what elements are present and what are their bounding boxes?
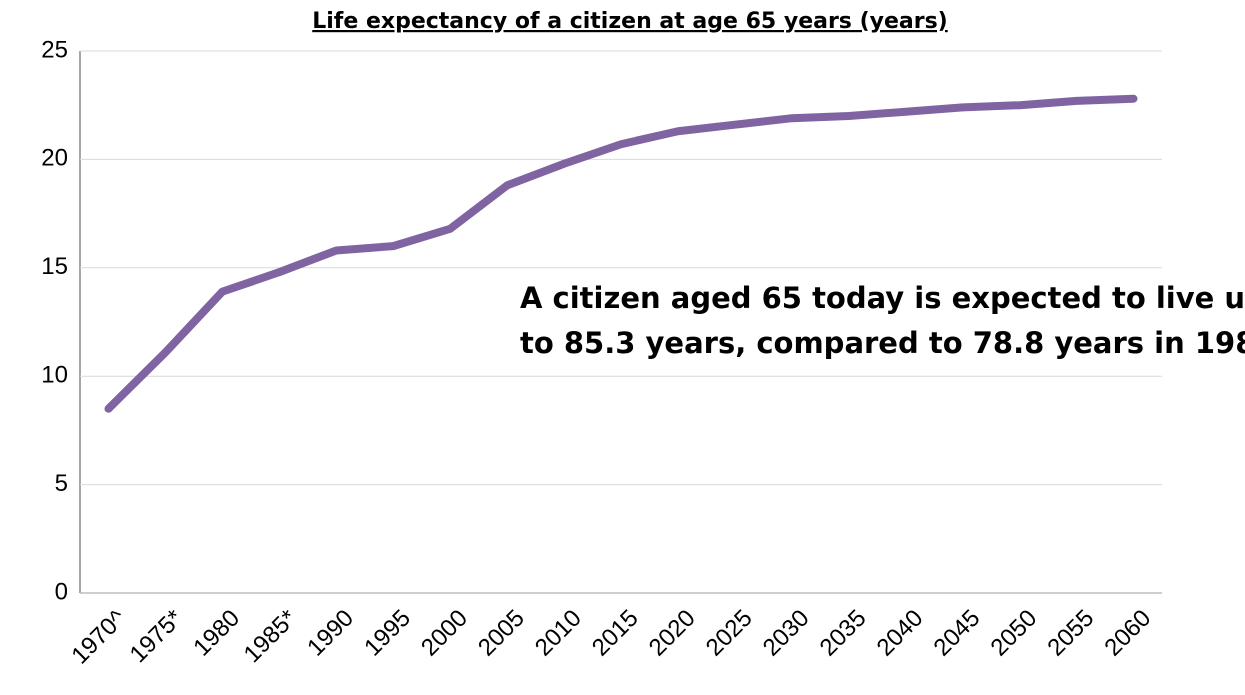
x-tick-label: 2040 <box>872 605 929 662</box>
x-tick-label: 2005 <box>473 605 530 662</box>
annotation: to 85.3 years, compared to 78.8 years in… <box>520 326 1245 360</box>
y-tick-label: 15 <box>41 253 68 280</box>
y-tick-label: 25 <box>41 36 68 63</box>
x-tick-label: 2030 <box>758 605 815 662</box>
x-tick-label: 2035 <box>815 605 872 662</box>
chart-title: Life expectancy of a citizen at age 65 y… <box>312 9 947 34</box>
x-tick-label: 2020 <box>644 605 701 662</box>
x-tick-label: 2000 <box>416 605 473 662</box>
y-tick-label: 10 <box>41 362 68 389</box>
x-tick-label: 1980 <box>188 605 245 662</box>
y-tick-label: 5 <box>55 470 68 497</box>
series <box>104 94 1138 413</box>
x-tick-label: 2045 <box>929 605 986 662</box>
x-tick-label: 2055 <box>1042 605 1099 662</box>
x-tick-label: 2050 <box>986 605 1043 662</box>
line <box>104 94 1138 413</box>
annotation: A citizen aged 65 today is expected to l… <box>520 281 1245 315</box>
x-tick-label: 1975* <box>125 605 188 668</box>
y-tick-label: 0 <box>55 578 68 605</box>
x-tick-label: 1985* <box>239 605 302 668</box>
x-tick-label: 2010 <box>530 605 587 662</box>
x-tick-label: 2060 <box>1099 605 1156 662</box>
x-tick-label: 1995 <box>359 605 416 662</box>
x-tick-label: 1990 <box>302 605 359 662</box>
x-tick-label: 1970^ <box>66 604 131 669</box>
x-tick-label: 2025 <box>701 605 758 662</box>
x-tick-label: 2015 <box>587 605 644 662</box>
y-tick-label: 20 <box>41 145 68 172</box>
